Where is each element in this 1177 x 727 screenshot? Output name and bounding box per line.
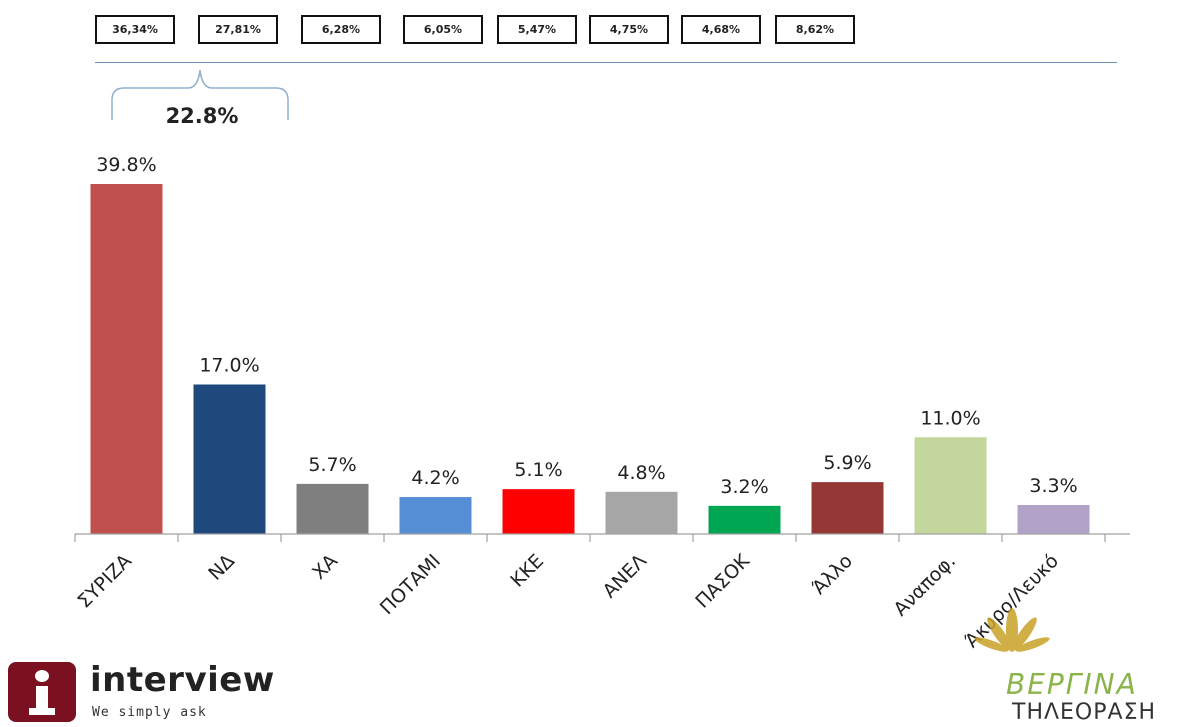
reference-box: 4,75%	[589, 15, 669, 44]
vergina-logo-name: ΒΕΡΓΙΝΑ	[1006, 668, 1138, 701]
reference-box: 36,34%	[95, 15, 175, 44]
bar	[296, 483, 369, 534]
category-label: ΠΟΤΑΜΙ	[376, 550, 445, 619]
sun-rays-icon	[974, 608, 1050, 652]
interview-logo-name: interview	[90, 660, 275, 700]
category-label: Άλλο	[808, 550, 857, 599]
info-icon	[8, 662, 76, 722]
bar	[193, 384, 266, 534]
bar	[811, 482, 884, 534]
reference-divider-line	[95, 62, 1117, 63]
bar	[502, 489, 575, 534]
bar	[1017, 504, 1090, 534]
reference-box: 8,62%	[775, 15, 855, 44]
bar-value-label: 11.0%	[920, 407, 980, 429]
category-label: ΣΥΡΙΖΑ	[73, 550, 136, 613]
bar	[708, 505, 781, 534]
bar-value-label: 5.1%	[514, 459, 562, 481]
reference-box: 6,05%	[403, 15, 483, 44]
bar-value-label: 4.2%	[411, 467, 459, 489]
category-label: ΝΔ	[204, 550, 239, 585]
reference-box: 5,47%	[497, 15, 577, 44]
interview-logo: interview We simply ask	[8, 660, 274, 724]
bar-value-label: 5.9%	[823, 452, 871, 474]
gap-brace	[111, 69, 289, 120]
bar-value-label: 4.8%	[617, 462, 665, 484]
category-label: ΧΑ	[308, 550, 342, 584]
bar-value-label: 3.2%	[720, 476, 768, 498]
reference-box: 4,68%	[681, 15, 761, 44]
bar-value-label: 5.7%	[308, 454, 356, 476]
bar	[399, 497, 472, 534]
gap-label: 22.8%	[166, 104, 239, 128]
bar	[90, 184, 163, 534]
bar-value-label: 17.0%	[199, 355, 259, 377]
vergina-logo-subtitle: ΤΗΛΕΟΡΑΣΗ	[1012, 700, 1157, 725]
interview-logo-tagline: We simply ask	[92, 705, 207, 720]
reference-box: 27,81%	[198, 15, 278, 44]
bar	[914, 437, 987, 534]
category-label: ΠΑΣΟΚ	[691, 550, 754, 613]
category-label: ΑΝΕΛ	[599, 550, 651, 602]
reference-box: 6,28%	[301, 15, 381, 44]
category-label: ΚΚΕ	[506, 550, 548, 592]
bar	[605, 491, 678, 534]
bar-value-label: 39.8%	[96, 154, 156, 176]
bar-value-label: 3.3%	[1029, 475, 1077, 497]
vergina-tv-logo: ΒΕΡΓΙΝΑ ΤΗΛΕΟΡΑΣΗ	[920, 600, 1177, 727]
